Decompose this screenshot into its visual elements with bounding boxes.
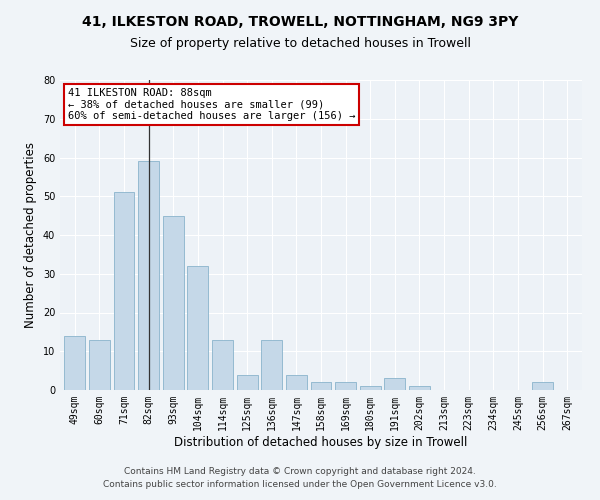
Bar	[360, 386, 381, 390]
Y-axis label: Number of detached properties: Number of detached properties	[24, 142, 37, 328]
Bar	[212, 340, 233, 390]
Bar	[138, 162, 159, 390]
Bar	[89, 340, 110, 390]
X-axis label: Distribution of detached houses by size in Trowell: Distribution of detached houses by size …	[175, 436, 467, 448]
Bar	[311, 382, 331, 390]
Bar	[64, 336, 85, 390]
Bar	[385, 378, 406, 390]
Bar	[113, 192, 134, 390]
Bar	[187, 266, 208, 390]
Bar	[163, 216, 184, 390]
Text: Size of property relative to detached houses in Trowell: Size of property relative to detached ho…	[130, 38, 470, 51]
Bar	[532, 382, 553, 390]
Bar	[409, 386, 430, 390]
Text: Contains HM Land Registry data © Crown copyright and database right 2024.: Contains HM Land Registry data © Crown c…	[124, 467, 476, 476]
Text: Contains public sector information licensed under the Open Government Licence v3: Contains public sector information licen…	[103, 480, 497, 489]
Bar	[335, 382, 356, 390]
Text: 41 ILKESTON ROAD: 88sqm
← 38% of detached houses are smaller (99)
60% of semi-de: 41 ILKESTON ROAD: 88sqm ← 38% of detache…	[68, 88, 355, 121]
Bar	[286, 374, 307, 390]
Bar	[261, 340, 282, 390]
Bar	[236, 374, 257, 390]
Text: 41, ILKESTON ROAD, TROWELL, NOTTINGHAM, NG9 3PY: 41, ILKESTON ROAD, TROWELL, NOTTINGHAM, …	[82, 15, 518, 29]
